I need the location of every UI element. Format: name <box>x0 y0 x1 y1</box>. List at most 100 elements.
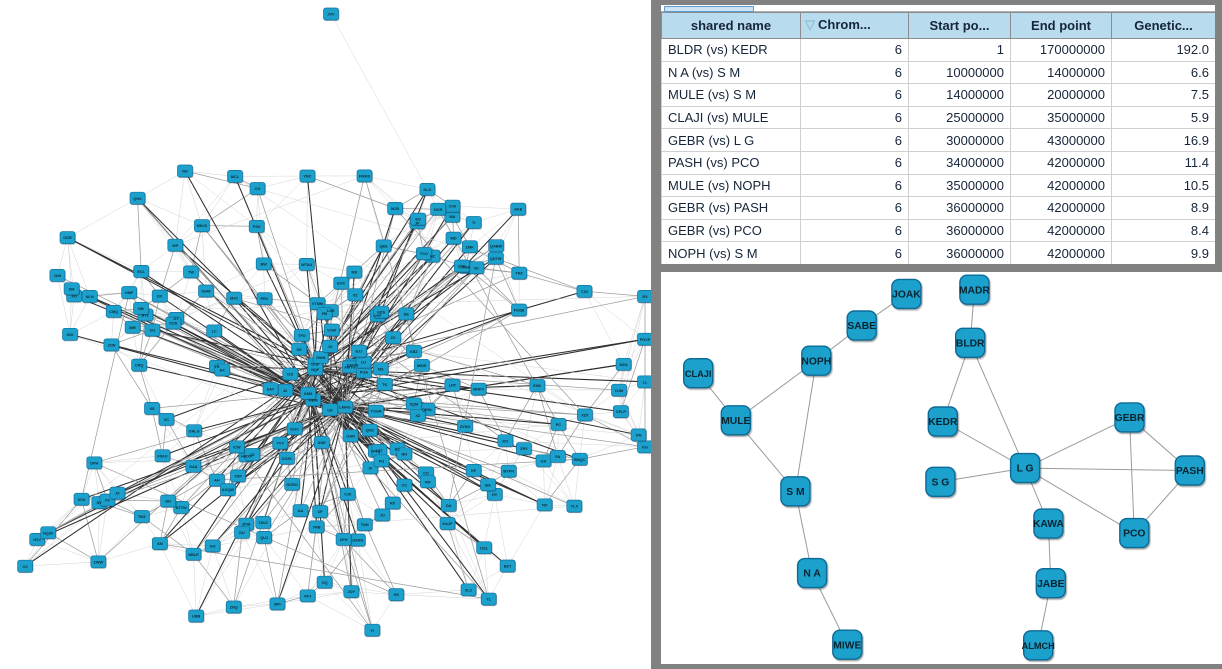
svg-text:BYL: BYL <box>142 313 150 317</box>
svg-text:CMQ: CMQ <box>109 310 118 314</box>
svg-text:ZX: ZX <box>391 336 396 340</box>
svg-text:KF: KF <box>471 469 477 473</box>
svg-text:QEHL: QEHL <box>422 408 433 412</box>
svg-text:DY: DY <box>174 317 180 321</box>
svg-text:RX: RX <box>642 295 648 299</box>
svg-text:ANE: ANE <box>318 441 326 445</box>
svg-text:NQF: NQF <box>311 368 320 372</box>
svg-text:KG: KG <box>642 445 648 449</box>
svg-text:GEBR: GEBR <box>1115 413 1145 424</box>
svg-text:ZVNG: ZVNG <box>460 425 471 429</box>
svg-text:GOP: GOP <box>311 363 320 367</box>
svg-text:HH: HH <box>165 500 171 504</box>
svg-text:AI: AI <box>283 389 287 393</box>
svg-text:VPJ: VPJ <box>304 594 311 598</box>
svg-text:VC: VC <box>164 418 170 422</box>
svg-text:MJB: MJB <box>391 207 399 211</box>
svg-text:QFE: QFE <box>458 265 466 269</box>
svg-text:EJJ: EJJ <box>356 350 363 354</box>
svg-text:JX: JX <box>115 492 120 496</box>
svg-text:HS: HS <box>394 593 400 597</box>
svg-text:MCL: MCL <box>231 175 240 179</box>
svg-text:MULE: MULE <box>721 416 750 427</box>
svg-text:QUJ: QUJ <box>260 536 268 540</box>
svg-text:L G: L G <box>1017 464 1034 475</box>
svg-text:TCO: TCO <box>420 252 428 256</box>
svg-text:PCO: PCO <box>1123 529 1145 540</box>
svg-text:CG: CG <box>255 187 261 191</box>
svg-text:AMTG: AMTG <box>344 366 355 370</box>
svg-text:MBM: MBM <box>309 398 318 402</box>
svg-text:MS: MS <box>351 271 357 275</box>
svg-text:MNPV: MNPV <box>473 388 484 392</box>
svg-text:AH: AH <box>214 479 220 483</box>
svg-text:GMS: GMS <box>304 392 313 396</box>
svg-text:GAA: GAA <box>189 465 198 469</box>
svg-text:IX: IX <box>369 466 373 470</box>
svg-text:DA: DA <box>446 504 452 508</box>
svg-text:MADR: MADR <box>959 285 990 296</box>
svg-text:JZW: JZW <box>107 344 115 348</box>
svg-text:TRZ: TRZ <box>516 272 524 276</box>
svg-text:PA: PA <box>555 455 560 459</box>
svg-text:URB: URB <box>192 615 200 619</box>
svg-text:BPI: BPI <box>274 603 280 607</box>
svg-text:NN: NN <box>182 170 188 174</box>
svg-text:YDP: YDP <box>234 475 242 479</box>
svg-text:IGD: IGD <box>67 333 74 337</box>
svg-text:DPH: DPH <box>90 461 98 465</box>
svg-text:NLN: NLN <box>86 295 94 299</box>
svg-text:FWKD: FWKD <box>359 175 371 179</box>
svg-text:TK: TK <box>382 383 387 387</box>
svg-text:QABW: QABW <box>490 244 502 248</box>
svg-text:PC: PC <box>556 423 562 427</box>
svg-text:NBLE: NBLE <box>188 553 199 557</box>
svg-text:MIDE: MIDE <box>417 364 427 368</box>
svg-text:VZ: VZ <box>353 293 359 297</box>
svg-text:XZX: XZX <box>581 414 589 418</box>
svg-text:JOY: JOY <box>347 590 355 594</box>
svg-text:JF: JF <box>415 221 420 225</box>
svg-text:NQZF: NQZF <box>43 531 54 535</box>
svg-text:WA: WA <box>449 215 455 219</box>
svg-text:KO: KO <box>503 439 509 443</box>
svg-text:HZ: HZ <box>430 255 436 259</box>
svg-text:ICW: ICW <box>233 445 241 449</box>
svg-text:AOQW: AOQW <box>222 488 235 492</box>
svg-text:JX: JX <box>328 345 333 349</box>
svg-text:SAY: SAY <box>267 387 275 391</box>
svg-text:KBZ: KBZ <box>410 350 418 354</box>
svg-text:YVY: YVY <box>276 442 284 446</box>
svg-text:TAVZ: TAVZ <box>259 521 269 525</box>
svg-text:JO: JO <box>380 514 385 518</box>
svg-text:N A: N A <box>803 569 821 580</box>
svg-text:GKE: GKE <box>514 208 523 212</box>
svg-text:MS: MS <box>378 367 384 371</box>
svg-text:BA: BA <box>485 483 491 487</box>
svg-text:OQ: OQ <box>322 581 328 585</box>
svg-text:XOX: XOX <box>77 498 85 502</box>
svg-text:GSNG: GSNG <box>352 539 363 543</box>
svg-text:DN: DN <box>636 434 642 438</box>
svg-text:KAWA: KAWA <box>1033 519 1064 530</box>
svg-text:NCR: NCR <box>434 208 442 212</box>
svg-text:GO: GO <box>210 545 216 549</box>
svg-text:TNH: TNH <box>361 523 369 527</box>
svg-text:YI: YI <box>371 629 375 633</box>
svg-text:TW: TW <box>188 271 194 275</box>
svg-text:IZU: IZU <box>287 373 293 377</box>
svg-text:PG: PG <box>379 459 385 463</box>
svg-text:YRB: YRB <box>313 525 321 529</box>
svg-text:XZ: XZ <box>415 414 421 418</box>
svg-text:PGVP: PGVP <box>640 338 651 342</box>
svg-text:S M: S M <box>786 487 804 498</box>
svg-text:KIJC: KIJC <box>290 427 299 431</box>
svg-text:PRC: PRC <box>260 297 268 301</box>
svg-text:LNT: LNT <box>449 384 457 388</box>
svg-text:QEE: QEE <box>380 244 388 248</box>
svg-text:YLX: YLX <box>571 505 579 509</box>
svg-text:OHW: OHW <box>201 290 211 294</box>
svg-text:HY: HY <box>492 493 498 497</box>
svg-text:LL: LL <box>643 380 648 384</box>
svg-text:NOPH: NOPH <box>801 356 831 367</box>
